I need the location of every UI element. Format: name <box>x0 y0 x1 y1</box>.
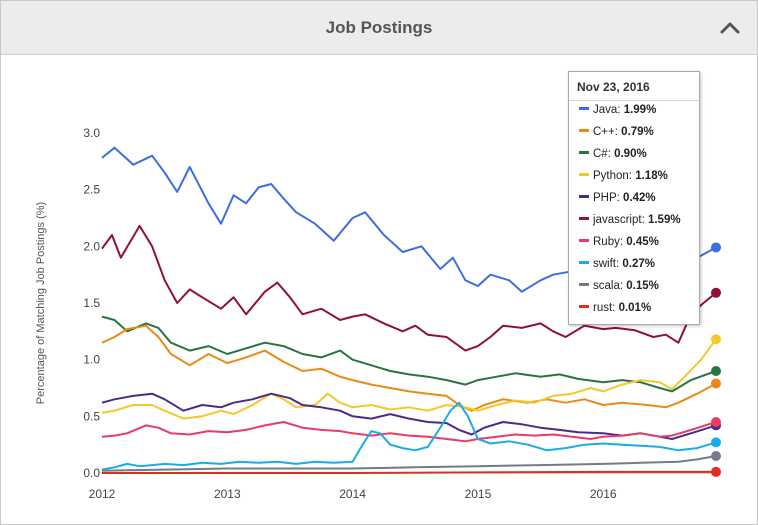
tooltip-series-value: 0.01% <box>618 302 652 314</box>
x-tick-label: 2016 <box>590 487 617 501</box>
tooltip-divider <box>569 100 699 101</box>
tooltip-swatch <box>579 195 589 199</box>
x-tick-label: 2015 <box>465 487 492 501</box>
series-line-ruby <box>101 421 717 443</box>
chart-tooltip: Nov 23, 2016 Java: 1.99% C++: 0.79% C#: 0.… <box>568 71 700 325</box>
series-end-dot-ruby <box>711 417 721 427</box>
tooltip-row: C#: 0.90% <box>579 148 647 164</box>
tooltip-row: swift: 0.27% <box>579 258 655 274</box>
series-end-dot-javascript <box>711 287 721 298</box>
tooltip-series-name: C#: <box>593 148 615 160</box>
tooltip-swatch <box>579 305 589 309</box>
tooltip-series-value: 0.27% <box>622 258 655 270</box>
tooltip-series-name: rust: <box>593 302 619 314</box>
series-line-c <box>101 324 717 412</box>
tooltip-series-name: swift: <box>593 258 623 270</box>
tooltip-swatch <box>579 173 589 177</box>
tooltip-series-name: PHP: <box>593 192 624 204</box>
chevron-up-icon <box>720 22 740 34</box>
tooltip-series-value: 0.15% <box>626 280 659 292</box>
tooltip-series-name: scala: <box>593 280 627 292</box>
tooltip-swatch <box>579 283 589 287</box>
tooltip-series-value: 1.99% <box>623 104 657 116</box>
series-end-dot-rust <box>711 466 721 477</box>
tooltip-swatch <box>579 107 589 111</box>
tooltip-row: Java: 1.99% <box>579 104 656 120</box>
tooltip-swatch <box>579 261 589 265</box>
series-line-python <box>101 338 717 420</box>
tooltip-series-value: 1.59% <box>647 214 681 226</box>
y-tick-label: 1.0 <box>83 353 100 367</box>
tooltip-series-value: 1.18% <box>635 170 668 182</box>
series-end-dot-c <box>711 366 721 376</box>
y-tick-label: 0.5 <box>83 409 100 423</box>
tooltip-row: C++: 0.79% <box>579 126 654 142</box>
series-end-dot-c <box>711 378 721 389</box>
tooltip-series-name: Ruby: <box>593 236 627 248</box>
y-tick-label: 3.0 <box>83 126 100 140</box>
x-tick-label: 2014 <box>339 487 366 501</box>
x-tick-label: 2012 <box>89 487 116 501</box>
tooltip-swatch <box>579 129 589 133</box>
tooltip-series-name: Java: <box>593 104 624 116</box>
y-tick-label: 2.0 <box>83 239 100 253</box>
tooltip-row: PHP: 0.42% <box>579 192 656 208</box>
series-end-dot-scala <box>711 451 721 461</box>
tooltip-series-value: 0.45% <box>626 236 659 248</box>
y-tick-label: 0.0 <box>83 466 100 480</box>
panel-header: Job Postings <box>1 1 757 55</box>
tooltip-swatch <box>579 151 589 155</box>
tooltip-series-value: 0.42% <box>623 192 656 204</box>
tooltip-row: Ruby: 0.45% <box>579 236 659 252</box>
panel-title: Job Postings <box>325 18 433 37</box>
tooltip-series-name: Python: <box>593 170 636 182</box>
series-end-dot-python <box>711 334 721 345</box>
y-tick-label: 2.5 <box>83 183 100 197</box>
tooltip-series-value: 0.90% <box>614 148 647 160</box>
series-line-php <box>101 392 717 440</box>
collapse-button[interactable] <box>717 15 743 41</box>
series-end-dot-java <box>711 242 721 253</box>
series-line-rust <box>102 470 716 474</box>
series-end-dot-swift <box>711 437 721 448</box>
tooltip-series-name: C++: <box>593 126 622 138</box>
tooltip-series-name: javascript: <box>593 214 648 226</box>
tooltip-row: Python: 1.18% <box>579 170 668 186</box>
tooltip-row: javascript: 1.59% <box>579 214 681 230</box>
tooltip-row: scala: 0.15% <box>579 280 659 296</box>
series-line-swift <box>101 401 717 471</box>
x-tick-label: 2013 <box>214 487 241 501</box>
y-tick-label: 1.5 <box>83 296 100 310</box>
series-line-c <box>101 315 717 393</box>
y-axis-title: Percentage of Matching Job Postings (%) <box>35 202 47 404</box>
tooltip-date: Nov 23, 2016 <box>577 80 650 94</box>
tooltip-swatch <box>579 239 589 243</box>
series-line-javascript <box>101 224 717 352</box>
series-line-scala <box>101 455 717 472</box>
tooltip-row: rust: 0.01% <box>579 302 651 318</box>
tooltip-swatch <box>579 217 589 221</box>
tooltip-series-value: 0.79% <box>621 126 654 138</box>
